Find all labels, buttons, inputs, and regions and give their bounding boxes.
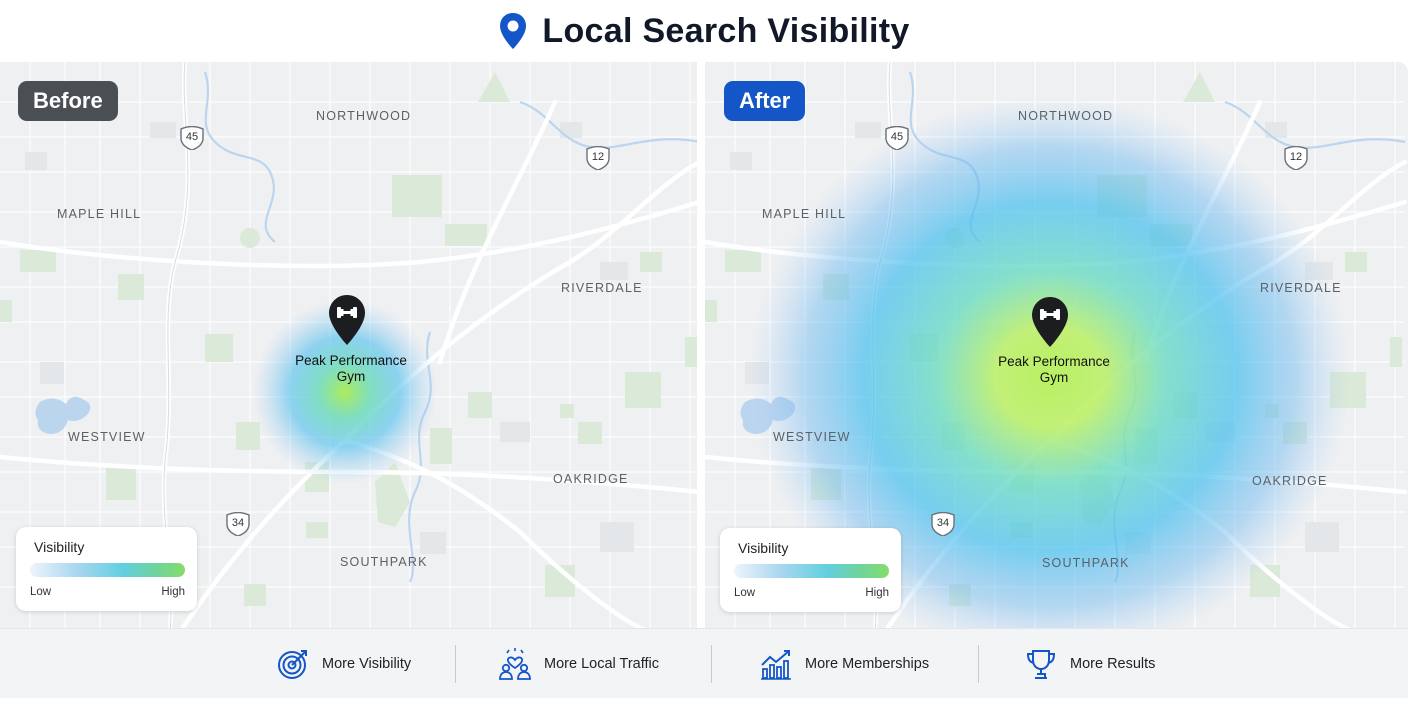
people-heart-icon — [499, 648, 531, 680]
highway-shield-12: 12 — [1283, 145, 1309, 171]
highway-shield-45: 45 — [884, 125, 910, 151]
gym-label: Peak Performance Gym — [998, 354, 1110, 385]
legend-low-label: Low — [30, 586, 52, 598]
highway-shield-45: 45 — [179, 125, 205, 151]
place-label-northwood: NORTHWOOD — [1018, 109, 1114, 123]
target-icon — [278, 650, 307, 679]
benefit-more-local-traffic: More Local Traffic — [498, 646, 659, 682]
growth-chart-icon — [761, 650, 791, 680]
place-label-southpark: SOUTHPARK — [1042, 556, 1130, 570]
trophy-icon — [1026, 650, 1056, 679]
gym-map-pin-icon[interactable] — [1031, 296, 1069, 348]
legend-high-label: High — [865, 587, 889, 599]
place-label-oakridge: OAKRIDGE — [1252, 474, 1328, 488]
legend-low-label: Low — [734, 587, 756, 599]
before-map-background — [0, 62, 697, 628]
gym-map-pin-icon[interactable] — [328, 294, 366, 346]
legend-high-label: High — [161, 586, 185, 598]
highway-shield-34: 34 — [225, 511, 251, 537]
benefit-label: More Visibility — [322, 656, 412, 672]
location-pin-icon — [500, 13, 527, 49]
legend-title: Visibility — [738, 540, 789, 556]
page-title: Local Search Visibility — [542, 11, 910, 50]
place-label-riverdale: RIVERDALE — [1260, 281, 1342, 295]
after-map-background — [705, 62, 1408, 628]
place-label-riverdale: RIVERDALE — [561, 281, 643, 295]
legend-title: Visibility — [34, 539, 85, 555]
divider — [455, 645, 456, 683]
place-label-oakridge: OAKRIDGE — [553, 472, 629, 486]
legend-gradient-bar — [734, 564, 889, 578]
before-badge: Before — [18, 81, 118, 121]
benefit-more-visibility: More Visibility — [276, 646, 411, 682]
place-label-westview: WESTVIEW — [68, 430, 146, 444]
gym-label: Peak Performance Gym — [295, 353, 407, 384]
after-map-panel[interactable]: After NORTHWOOD MAPLE HILL RIVERDALE WES… — [705, 62, 1408, 628]
benefit-more-memberships: More Memberships — [759, 646, 929, 682]
place-label-maple-hill: MAPLE HILL — [762, 207, 847, 221]
before-heat-zone — [253, 300, 437, 484]
benefit-label: More Local Traffic — [544, 656, 659, 672]
divider — [711, 645, 712, 683]
before-visibility-legend: Visibility Low High — [16, 527, 197, 611]
highway-shield-34: 34 — [930, 511, 956, 537]
place-label-maple-hill: MAPLE HILL — [57, 207, 142, 221]
after-heat-zone — [750, 97, 1350, 628]
after-visibility-legend: Visibility Low High — [720, 528, 901, 612]
divider — [978, 645, 979, 683]
benefits-bar: More Visibility More Local Traffic More … — [0, 628, 1408, 698]
before-map-panel[interactable]: Before NORTHWOOD MAPLE HILL RIVERDALE WE… — [0, 62, 697, 628]
benefit-more-results: More Results — [1024, 646, 1155, 682]
place-label-northwood: NORTHWOOD — [316, 109, 412, 123]
after-badge: After — [724, 81, 806, 121]
legend-gradient-bar — [30, 563, 185, 577]
place-label-westview: WESTVIEW — [773, 430, 851, 444]
benefit-label: More Memberships — [805, 656, 930, 672]
page-header: Local Search Visibility — [0, 0, 1408, 62]
benefit-label: More Results — [1070, 656, 1156, 672]
place-label-southpark: SOUTHPARK — [340, 555, 428, 569]
highway-shield-12: 12 — [585, 145, 611, 171]
